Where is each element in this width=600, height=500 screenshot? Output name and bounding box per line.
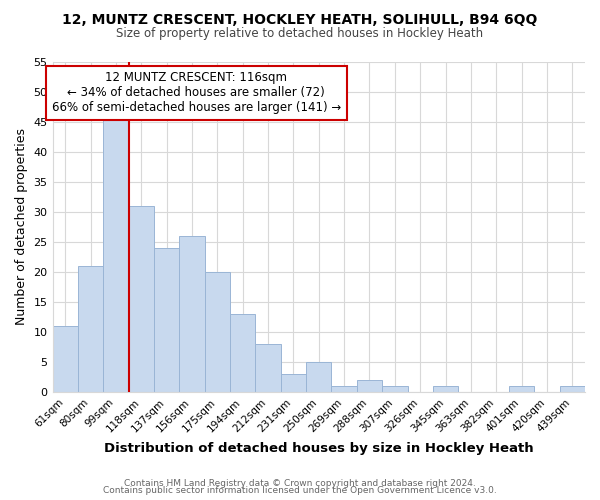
X-axis label: Distribution of detached houses by size in Hockley Heath: Distribution of detached houses by size …	[104, 442, 533, 455]
Bar	[103, 116, 128, 392]
Y-axis label: Number of detached properties: Number of detached properties	[15, 128, 28, 325]
Bar	[357, 380, 382, 392]
Bar	[509, 386, 534, 392]
Bar	[179, 236, 205, 392]
Bar	[78, 266, 103, 392]
Bar	[382, 386, 407, 392]
Bar	[281, 374, 306, 392]
Text: Contains HM Land Registry data © Crown copyright and database right 2024.: Contains HM Land Registry data © Crown c…	[124, 478, 476, 488]
Bar	[256, 344, 281, 392]
Bar	[154, 248, 179, 392]
Bar	[331, 386, 357, 392]
Text: Contains public sector information licensed under the Open Government Licence v3: Contains public sector information licen…	[103, 486, 497, 495]
Text: Size of property relative to detached houses in Hockley Heath: Size of property relative to detached ho…	[116, 28, 484, 40]
Bar	[205, 272, 230, 392]
Text: 12, MUNTZ CRESCENT, HOCKLEY HEATH, SOLIHULL, B94 6QQ: 12, MUNTZ CRESCENT, HOCKLEY HEATH, SOLIH…	[62, 12, 538, 26]
Bar	[128, 206, 154, 392]
Bar	[433, 386, 458, 392]
Bar	[306, 362, 331, 392]
Bar	[560, 386, 585, 392]
Bar	[53, 326, 78, 392]
Text: 12 MUNTZ CRESCENT: 116sqm
← 34% of detached houses are smaller (72)
66% of semi-: 12 MUNTZ CRESCENT: 116sqm ← 34% of detac…	[52, 72, 341, 114]
Bar	[230, 314, 256, 392]
